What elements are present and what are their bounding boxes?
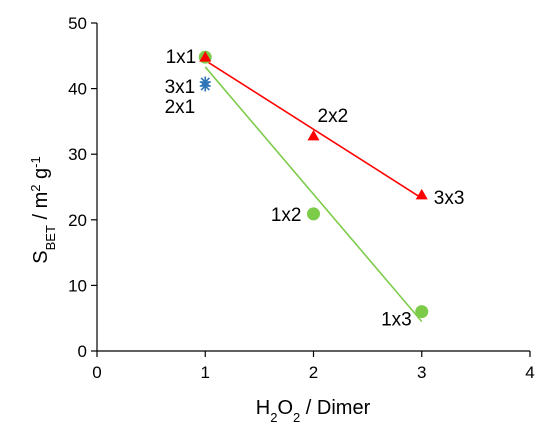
x-axis-title-sub2b: 2: [293, 410, 300, 425]
y-tick-label: 50: [68, 14, 87, 33]
data-point-circle: [415, 305, 429, 319]
y-tick-label: 0: [78, 342, 87, 361]
x-axis-title: H2O2 / Dimer: [256, 397, 371, 425]
point-label: 3x3: [434, 188, 465, 209]
data-point-triangle: [415, 188, 428, 200]
data-point-triangle: [199, 51, 212, 62]
data-point-asterisk: [199, 80, 211, 92]
x-axis-title-sub2a: 2: [270, 410, 277, 425]
point-label: 2x2: [318, 106, 349, 127]
y-axis-title-sup-minus1: -1: [28, 156, 43, 168]
point-label: 1x3: [381, 310, 412, 331]
y-tick-label: 30: [68, 145, 87, 164]
y-axis-title-sup2: 2: [28, 185, 43, 192]
x-tick-label: 2: [309, 363, 318, 382]
y-axis-title-bet: BET: [43, 225, 58, 250]
y-axis-title-s: S: [30, 250, 52, 263]
point-label: 2x1: [165, 97, 196, 118]
x-tick-label: 0: [92, 363, 101, 382]
data-point-circle: [307, 207, 320, 221]
data-point-triangle: [307, 129, 320, 141]
y-tick-label: 20: [68, 211, 87, 230]
y-tick-label: 40: [68, 80, 87, 99]
trendlines: [204, 59, 423, 322]
y-axis-title: SBET / m2 g-1: [28, 156, 58, 263]
x-axis-title-h: H: [256, 397, 270, 419]
x-tick-label: 3: [417, 363, 426, 382]
trendline: [204, 59, 423, 199]
y-axis-title-units: / m: [30, 192, 52, 225]
point-label: 1x1: [166, 47, 197, 68]
point-label: 1x2: [271, 205, 302, 226]
x-axis-title-rest: / Dimer: [300, 397, 370, 419]
asterisk-stroke: [200, 81, 210, 91]
x-tick-label: 4: [525, 363, 534, 382]
data-markers: [198, 50, 429, 319]
x-tick-label: 1: [201, 363, 210, 382]
trendline: [204, 66, 423, 322]
y-axis-title-g: g: [30, 168, 52, 185]
x-axis-title-o: O: [277, 397, 293, 419]
y-tick-label: 10: [68, 276, 87, 295]
point-label: 3x1: [165, 77, 196, 98]
